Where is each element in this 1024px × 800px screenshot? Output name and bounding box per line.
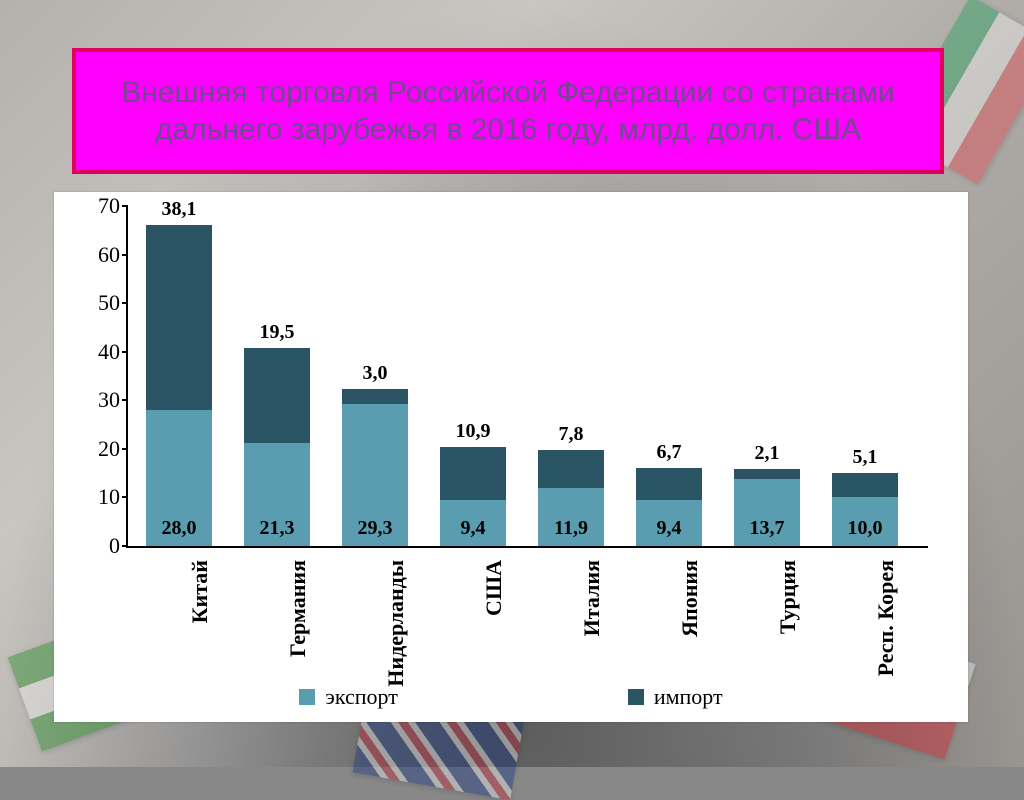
bar-value-export: 28,0 <box>146 517 212 540</box>
bar: 19,521,3 <box>244 348 310 546</box>
y-tick-label: 10 <box>98 484 120 510</box>
bar-value-export: 21,3 <box>244 517 310 540</box>
bar-segment-import <box>832 473 898 498</box>
y-tick-label: 30 <box>98 387 120 413</box>
plot-area: 01020304050607038,128,0Китай19,521,3Герм… <box>126 206 928 548</box>
title-box: Внешняя торговля Российской Федерации со… <box>72 48 944 174</box>
bar-value-export: 13,7 <box>734 517 800 540</box>
legend-swatch-import <box>628 689 644 705</box>
y-tick-label: 40 <box>98 339 120 365</box>
bar-value-export: 29,3 <box>342 517 408 540</box>
category-label: Респ. Корея <box>873 560 899 760</box>
bar-segment-import <box>342 389 408 404</box>
bar-value-export: 9,4 <box>440 517 506 540</box>
bar-value-export: 11,9 <box>538 517 604 540</box>
legend-label-import: импорт <box>654 684 723 710</box>
legend-label-export: экспорт <box>325 684 397 710</box>
y-tick-label: 50 <box>98 290 120 316</box>
y-tick-mark <box>122 254 128 256</box>
y-tick-mark <box>122 448 128 450</box>
category-label: США <box>481 560 507 760</box>
category-label: Китай <box>187 560 213 760</box>
bar-segment-import <box>538 450 604 488</box>
y-tick-mark <box>122 205 128 207</box>
y-tick-mark <box>122 496 128 498</box>
chart-panel: 01020304050607038,128,0Китай19,521,3Герм… <box>54 192 968 722</box>
bar-value-import: 2,1 <box>734 442 800 465</box>
bar-value-import: 10,9 <box>440 420 506 443</box>
legend: экспорт импорт <box>54 684 968 710</box>
chart-title: Внешняя торговля Российской Федерации со… <box>100 74 916 149</box>
y-tick-label: 70 <box>98 193 120 219</box>
y-tick-label: 60 <box>98 242 120 268</box>
category-label: Япония <box>677 560 703 760</box>
bar-value-import: 7,8 <box>538 423 604 446</box>
bar-value-import: 6,7 <box>636 441 702 464</box>
bar: 3,029,3 <box>342 389 408 546</box>
bar-value-import: 5,1 <box>832 446 898 469</box>
bar-value-import: 19,5 <box>244 321 310 344</box>
category-label: Турция <box>775 560 801 760</box>
bar: 10,99,4 <box>440 447 506 546</box>
bar: 38,128,0 <box>146 225 212 546</box>
category-label: Нидерланды <box>383 560 409 760</box>
bar-value-export: 9,4 <box>636 517 702 540</box>
legend-item-export: экспорт <box>299 684 397 710</box>
y-tick-mark <box>122 399 128 401</box>
bar-value-import: 3,0 <box>342 362 408 385</box>
category-label: Германия <box>285 560 311 760</box>
bar: 2,113,7 <box>734 469 800 546</box>
category-label: Италия <box>579 560 605 760</box>
y-tick-mark <box>122 302 128 304</box>
y-tick-label: 0 <box>109 533 120 559</box>
y-tick-mark <box>122 351 128 353</box>
bar: 5,110,0 <box>832 473 898 546</box>
legend-item-import: импорт <box>628 684 723 710</box>
bar-segment-import <box>146 225 212 410</box>
y-tick-label: 20 <box>98 436 120 462</box>
bar-segment-import <box>636 468 702 501</box>
bar-value-import: 38,1 <box>146 198 212 221</box>
y-tick-mark <box>122 545 128 547</box>
bar-value-export: 10,0 <box>832 517 898 540</box>
bar: 6,79,4 <box>636 468 702 546</box>
bar-segment-import <box>440 447 506 500</box>
bar-segment-import <box>244 348 310 443</box>
bar: 7,811,9 <box>538 450 604 546</box>
bar-segment-import <box>734 469 800 479</box>
legend-swatch-export <box>299 689 315 705</box>
